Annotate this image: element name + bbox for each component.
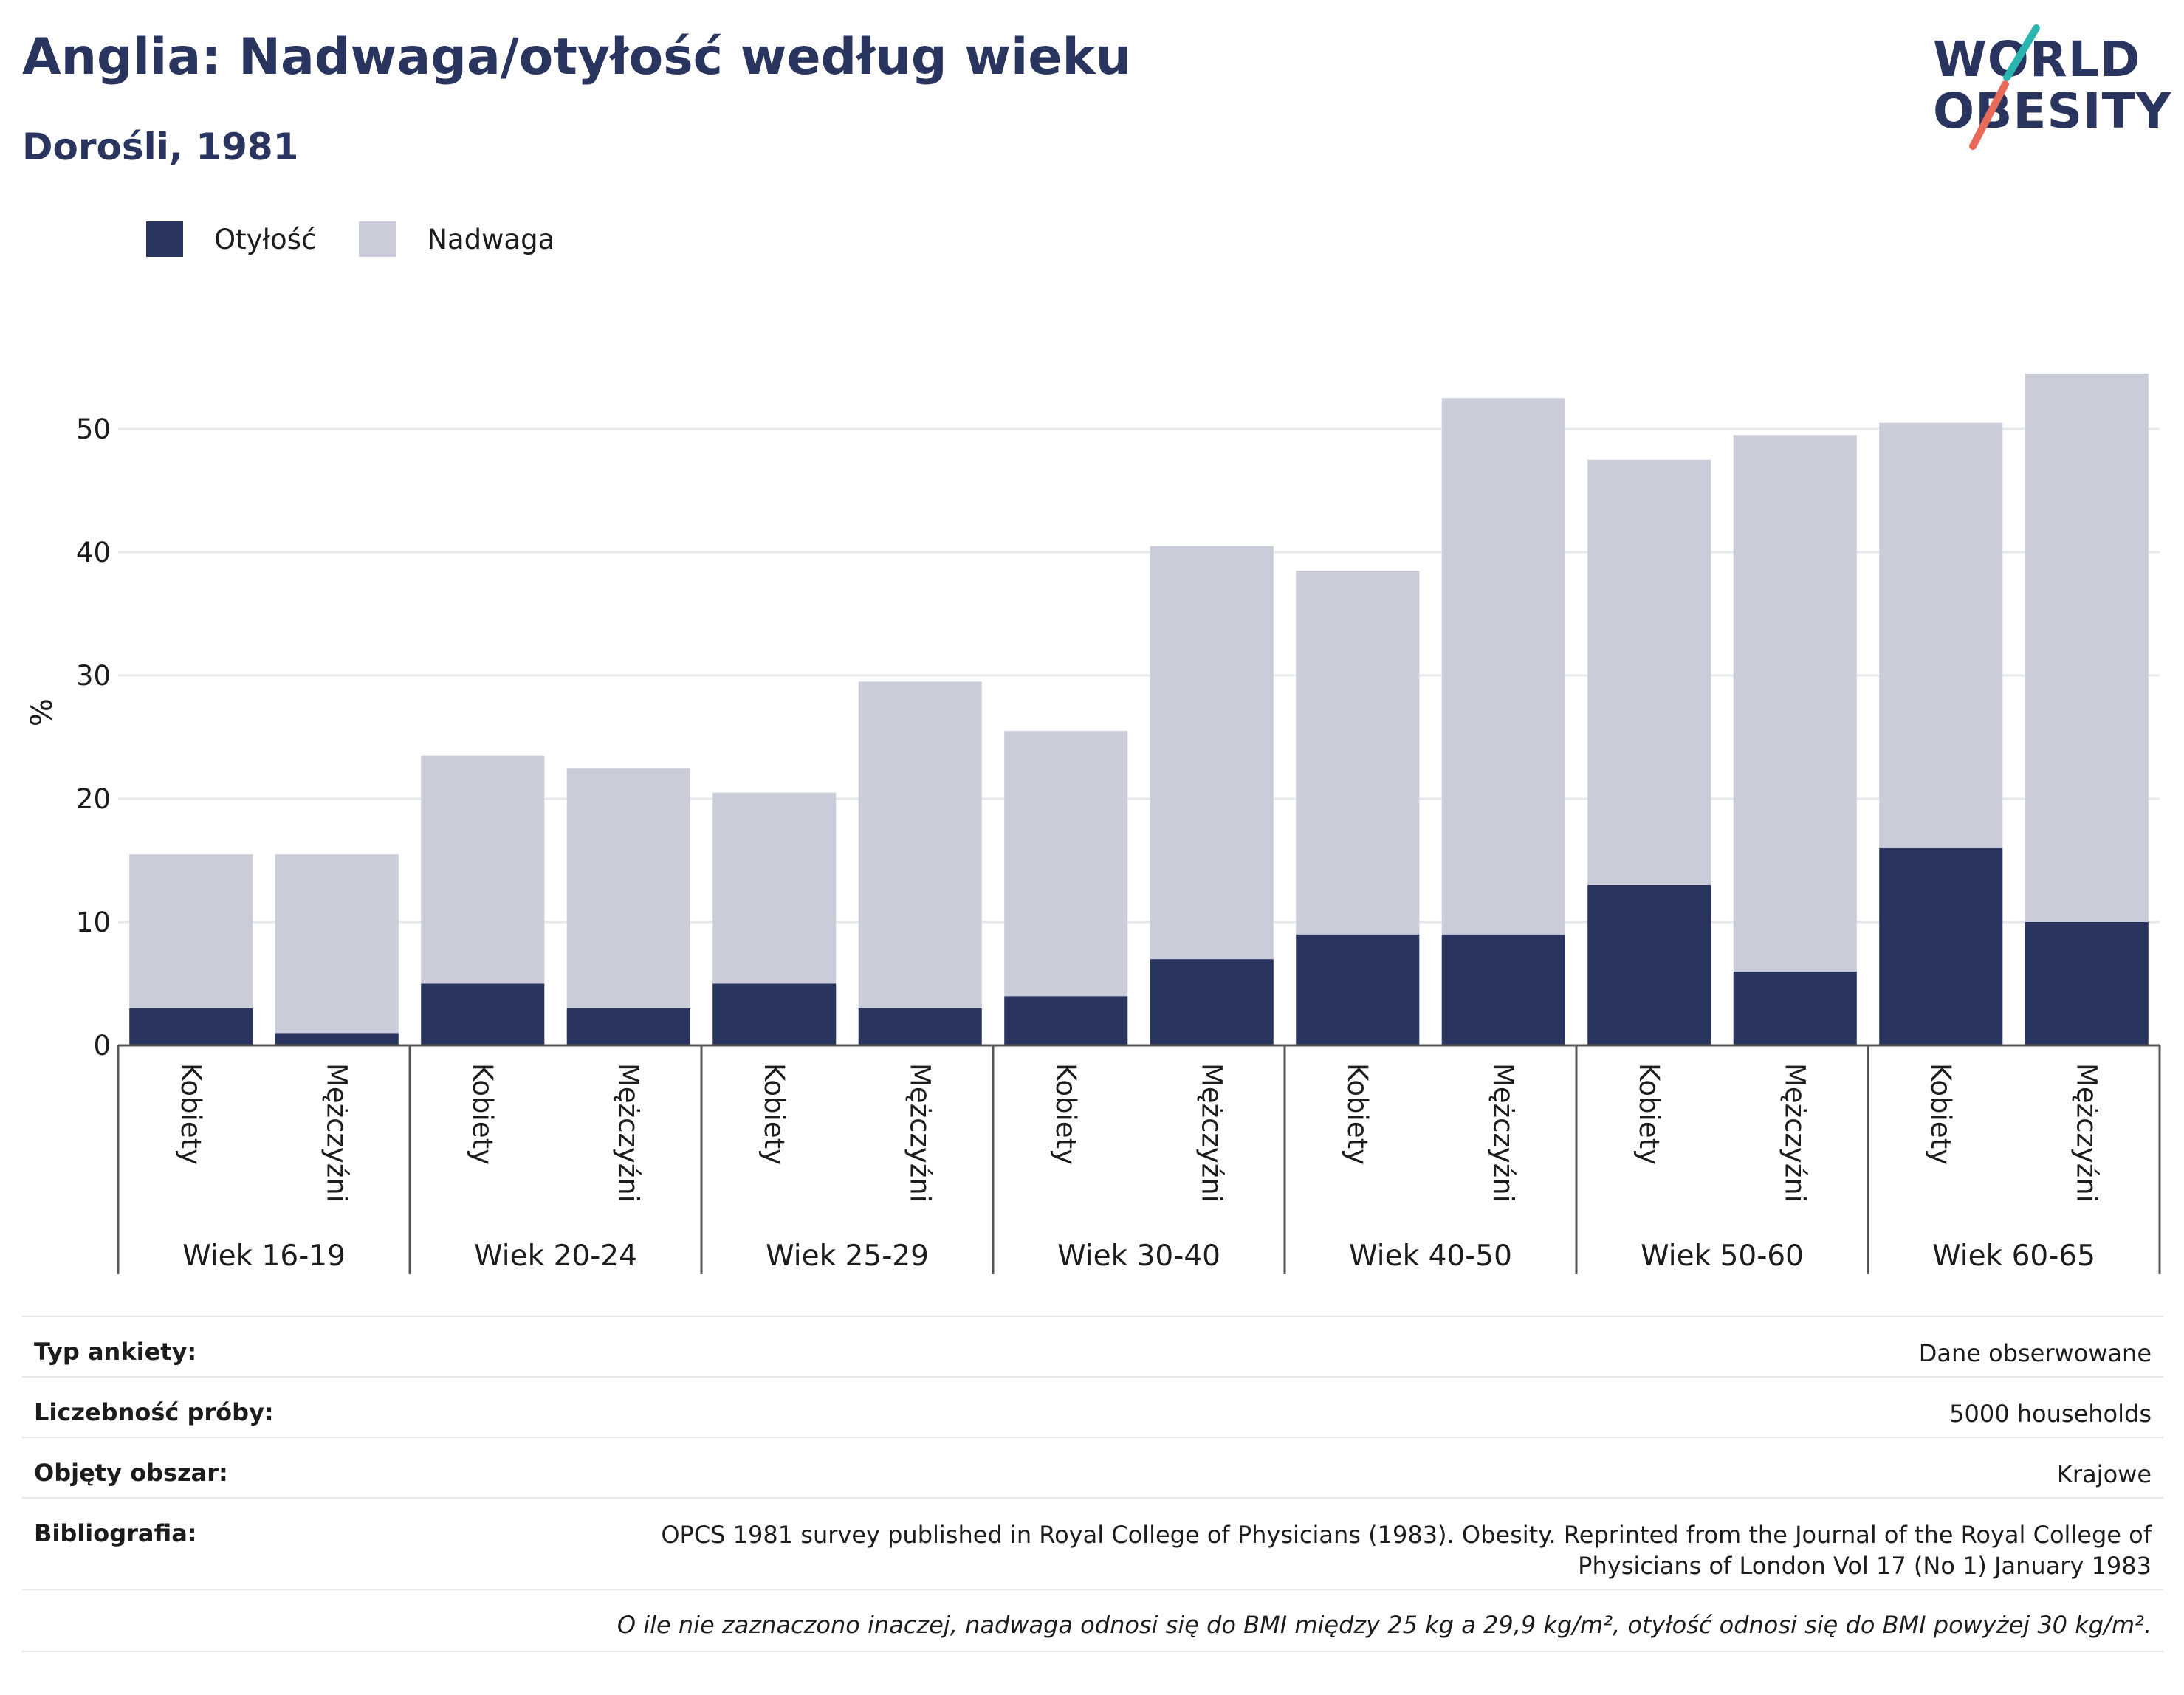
x-tick-label: Kobiety <box>467 1063 498 1165</box>
group-label: Wiek 60-65 <box>1932 1240 2095 1273</box>
legend-item-overweight[interactable]: Nadwaga <box>359 221 554 257</box>
x-tick-label: Mężczyźni <box>320 1063 352 1203</box>
x-tick-label: Mężczyźni <box>612 1063 644 1203</box>
bar-obesity <box>129 1008 253 1045</box>
bar-obesity <box>858 1008 982 1045</box>
logo-slash-icon <box>1969 24 2040 150</box>
x-tick-label: Kobiety <box>758 1063 790 1165</box>
survey-type-label: Typ ankiety: <box>34 1338 197 1366</box>
legend-item-obesity[interactable]: Otyłość <box>146 221 316 257</box>
group-label: Wiek 40-50 <box>1349 1240 1512 1273</box>
bar-overweight <box>1587 459 1711 885</box>
x-tick-label: Mężczyźni <box>2070 1063 2102 1203</box>
bar-overweight <box>129 854 253 1008</box>
group-label: Wiek 50-60 <box>1641 1240 1804 1273</box>
bar-obesity <box>1004 996 1128 1045</box>
y-axis-label: % <box>25 698 59 726</box>
y-tick-label: 0 <box>93 1030 111 1062</box>
bar-overweight <box>421 755 545 984</box>
y-tick-label: 50 <box>76 413 111 445</box>
logo-text-obesity: OBESITY <box>1933 83 2172 140</box>
chart-legend: Otyłość Nadwaga <box>146 219 597 260</box>
y-tick-label: 40 <box>76 537 111 568</box>
bar-obesity <box>2025 922 2149 1045</box>
y-tick-label: 10 <box>76 907 111 938</box>
bar-obesity <box>712 983 837 1045</box>
survey-info-table: Typ ankiety: Dane obserwowane Liczebność… <box>22 1316 2163 1652</box>
stacked-bar-chart: 0 10 20 30 40 50% Kobiety Mężczyźni Kobiety Mężcz… <box>25 373 2161 1274</box>
group-label: Wiek 20-24 <box>474 1240 637 1273</box>
bar-overweight <box>1004 731 1128 997</box>
bar-overweight <box>1441 398 1565 935</box>
legend-label-obesity: Otyłość <box>214 223 317 255</box>
area-label: Objęty obszar: <box>34 1459 228 1487</box>
x-tick-label: Kobiety <box>1925 1063 1957 1165</box>
bar-overweight <box>858 681 982 1008</box>
legend-swatch-overweight <box>359 221 396 257</box>
bar-overweight <box>566 768 690 1008</box>
legend-label-overweight: Nadwaga <box>427 223 555 255</box>
bar-overweight <box>2025 373 2149 923</box>
bar-obesity <box>1587 884 1711 1045</box>
x-tick-label: Mężczyźni <box>1779 1063 1810 1203</box>
bar-obesity <box>1733 971 1857 1045</box>
info-row-survey-type: Typ ankiety: Dane obserwowane <box>22 1316 2163 1376</box>
bar-obesity <box>1296 934 1420 1045</box>
bar-overweight <box>1296 571 1420 935</box>
x-tick-label: Mężczyźni <box>904 1063 935 1203</box>
bar-overweight <box>275 854 399 1034</box>
bar-obesity <box>421 983 545 1045</box>
group-label: Wiek 30-40 <box>1057 1240 1220 1273</box>
survey-type-value: Dane obserwowane <box>1918 1339 2152 1367</box>
group-label: Wiek 16-19 <box>182 1240 346 1273</box>
definition-note: O ile nie zaznaczono inaczej, nadwaga od… <box>617 1611 2152 1639</box>
bibliography-line-2: Physicians of London Vol 17 (No 1) Janua… <box>1578 1552 2152 1580</box>
world-obesity-logo: WORLD OBESITY <box>1920 22 2171 155</box>
y-tick-label: 20 <box>76 783 111 815</box>
x-tick-label: Kobiety <box>1050 1063 1082 1165</box>
info-row-bibliography: Bibliografia: OPCS 1981 survey published… <box>22 1497 2163 1589</box>
x-tick-label: Mężczyźni <box>1487 1063 1519 1203</box>
bar-obesity <box>275 1033 399 1045</box>
page-subtitle: Dorośli, 1981 <box>22 126 299 168</box>
bar-overweight <box>1150 546 1274 960</box>
x-tick-label: Kobiety <box>1342 1063 1373 1165</box>
bar-obesity <box>1441 934 1565 1045</box>
x-tick-label: Mężczyźni <box>1195 1063 1227 1203</box>
info-row-sample-size: Liczebność próby: 5000 households <box>22 1376 2163 1437</box>
x-tick-label: Kobiety <box>175 1063 207 1165</box>
area-value: Krajowe <box>2056 1460 2152 1488</box>
bibliography-label: Bibliografia: <box>34 1519 197 1547</box>
info-row-area: Objęty obszar: Krajowe <box>22 1437 2163 1497</box>
sample-size-label: Liczebność próby: <box>34 1398 274 1426</box>
x-tick-label: Kobiety <box>1633 1063 1665 1165</box>
bar-overweight <box>1879 422 2003 848</box>
bibliography-value: OPCS 1981 survey published in Royal Coll… <box>661 1519 2152 1581</box>
bibliography-line-1: OPCS 1981 survey published in Royal Coll… <box>661 1521 2152 1549</box>
logo-text-world: WORLD <box>1933 31 2141 88</box>
y-tick-label: 30 <box>76 660 111 692</box>
legend-swatch-obesity <box>146 221 183 257</box>
sample-size-value: 5000 households <box>1949 1400 2152 1428</box>
bar-obesity <box>1150 959 1274 1045</box>
info-row-note: O ile nie zaznaczono inaczej, nadwaga od… <box>22 1589 2163 1652</box>
bar-overweight <box>1733 435 1857 972</box>
bar-obesity <box>1879 848 2003 1045</box>
bar-obesity <box>566 1008 690 1045</box>
page-title: Anglia: Nadwaga/otyłość według wieku <box>22 28 1132 86</box>
bar-overweight <box>712 792 837 984</box>
group-label: Wiek 25-29 <box>766 1240 929 1273</box>
